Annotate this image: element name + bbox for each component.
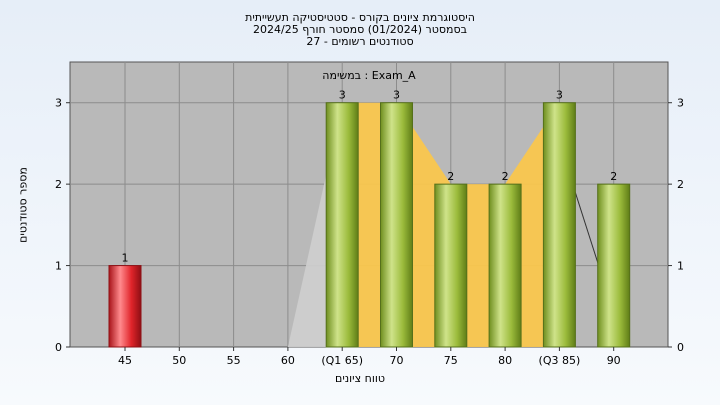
bar (380, 102, 413, 348)
y-tick-label-right: 3 (677, 97, 684, 110)
y-tick-label-right: 1 (677, 260, 684, 273)
x-tick-label: 75 (444, 354, 458, 367)
bar (434, 183, 468, 348)
bar-value-label: 3 (339, 89, 346, 102)
y-tick-label-left: 0 (55, 341, 62, 354)
bar (488, 183, 522, 348)
bar-value-label: 3 (393, 89, 400, 102)
x-axis-label: טווח ציונים (335, 372, 385, 385)
bar-value-label: 3 (556, 89, 563, 102)
y-tick-label-right: 2 (677, 178, 684, 191)
x-tick-label: 70 (390, 354, 404, 367)
legend-label: במשימה : Exam_A (322, 69, 416, 82)
chart-title: היסטוגרמת ציונים בקורס - סטטיסטיקה תעשיי… (245, 11, 475, 24)
bar (325, 102, 359, 348)
x-tick-label: 60 (281, 354, 295, 367)
x-tick-label: (Q1 65) (321, 354, 363, 367)
x-tick-label: 55 (227, 354, 241, 367)
y-tick-label-left: 3 (55, 97, 62, 110)
bar-value-label: 1 (122, 252, 129, 265)
bar-value-label: 2 (610, 170, 617, 183)
bar-value-label: 2 (447, 170, 454, 183)
chart-subtitle-students: סטודנטים רשומים - 27 (306, 35, 414, 48)
x-tick-label: (Q3 85) (539, 354, 581, 367)
y-tick-label-left: 1 (55, 260, 62, 273)
y-axis-label: מספר סטודנטים (16, 167, 30, 243)
y-tick-label-left: 2 (55, 178, 62, 191)
bar-highlight (108, 265, 142, 348)
x-tick-label: 50 (172, 354, 186, 367)
x-tick-label: 80 (498, 354, 512, 367)
bar (542, 102, 576, 348)
x-tick-label: 45 (118, 354, 132, 367)
y-tick-label-right: 0 (677, 341, 684, 354)
bar-value-label: 2 (502, 170, 509, 183)
x-tick-label: 90 (607, 354, 621, 367)
bar (597, 183, 631, 348)
chart-subtitle-semester: בסמסטר (01/2024) סמסטר חורף 2024/25 (253, 23, 467, 36)
